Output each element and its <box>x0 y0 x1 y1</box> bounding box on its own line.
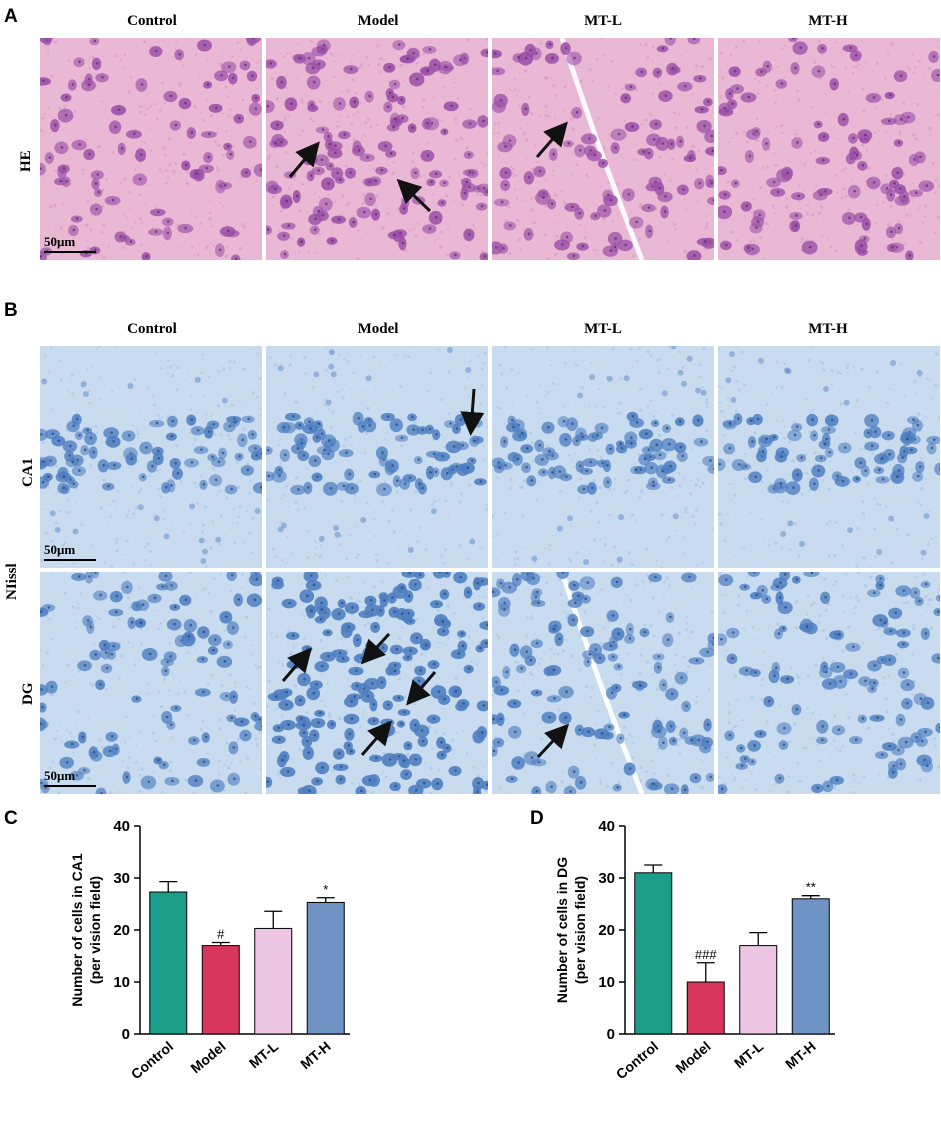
significance-label: ** <box>806 880 816 895</box>
y-axis-label: (per vision field) <box>572 876 588 984</box>
bar <box>686 981 725 1035</box>
arrow-icon <box>360 632 391 665</box>
y-tick-label: 0 <box>607 1026 615 1043</box>
nissl-ca1-image-model <box>266 346 488 568</box>
nissl-column-title-mtl: MT-L <box>584 321 622 337</box>
nissl-column-title-mth: MT-H <box>808 321 848 337</box>
nissl-dg-scale-bar: 50μm <box>44 768 104 788</box>
he-column-title-control: Control <box>127 13 177 29</box>
x-tick-label: MT-L <box>246 1038 282 1072</box>
he-image-control <box>40 38 262 260</box>
bar <box>739 945 778 1035</box>
arrow-icon <box>281 647 312 682</box>
nissl-ca1-image-control <box>40 346 262 568</box>
y-tick-label: 10 <box>598 974 615 991</box>
nissl-dg-image-control <box>40 572 262 794</box>
arrow-icon <box>536 723 570 759</box>
panel-letter-a: A <box>4 6 18 27</box>
nissl-dg-image-mth <box>718 572 940 794</box>
x-tick-label: Control <box>128 1038 176 1082</box>
bar <box>201 945 240 1035</box>
y-tick-label: 10 <box>113 974 130 991</box>
arrow-icon <box>406 671 437 706</box>
arrow-icon <box>535 121 568 158</box>
bar <box>306 901 345 1035</box>
panel-letter-b: B <box>4 300 18 321</box>
x-tick-label: MT-H <box>782 1038 818 1072</box>
nissl-ca1-scale-bar: 50μm <box>44 542 104 562</box>
he-column-title-mth: MT-H <box>808 13 848 29</box>
y-axis-label: (per vision field) <box>87 876 103 984</box>
he-column-title-mtl: MT-L <box>584 13 622 29</box>
he-image-mtl <box>492 38 714 260</box>
x-tick-label: MT-H <box>297 1038 333 1072</box>
arrow-icon <box>460 388 485 436</box>
bar <box>791 898 830 1035</box>
bar <box>254 927 293 1035</box>
y-tick-label: 40 <box>598 818 615 835</box>
bar-chart-dg: 0 10 20 30 40 Number of cells in DG (per visio… <box>545 812 865 1117</box>
bar-chart-ca1-svg: 0 10 20 30 40 Number of cells in CA1 (per visi… <box>69 818 350 1082</box>
bar <box>634 872 673 1035</box>
y-tick-label: 30 <box>113 870 130 887</box>
x-tick-label: Model <box>672 1038 713 1076</box>
arrow-icon <box>360 720 392 756</box>
panel-letter-d: D <box>530 808 544 829</box>
nissl-column-title-model: Model <box>357 321 399 337</box>
nissl-dg-image-mtl <box>492 572 714 794</box>
nissl-column-title-control: Control <box>127 321 177 337</box>
y-tick-label: 30 <box>598 870 615 887</box>
significance-label: * <box>323 882 328 897</box>
y-axis-label: Number of cells in CA1 <box>69 853 85 1006</box>
nissl-ca1-image-mth <box>718 346 940 568</box>
bar-chart-ca1: 0 10 20 30 40 Number of cells in CA1 (per visi… <box>60 812 380 1117</box>
x-tick-label: MT-L <box>731 1038 767 1072</box>
he-column-title-model: Model <box>357 13 399 29</box>
y-axis-label: Number of cells in DG <box>554 857 570 1003</box>
nissl-ca1-image-mtl <box>492 346 714 568</box>
significance-label: # <box>217 926 225 941</box>
significance-label: ### <box>695 947 717 962</box>
arrow-icon <box>288 141 320 178</box>
he-image-mth <box>718 38 940 260</box>
he-image-model <box>266 38 488 260</box>
panel-letter-c: C <box>4 808 18 829</box>
y-tick-label: 40 <box>113 818 130 835</box>
y-tick-label: 20 <box>113 922 130 939</box>
x-tick-label: Control <box>613 1038 661 1082</box>
bar <box>149 891 188 1035</box>
bar-chart-dg-svg: 0 10 20 30 40 Number of cells in DG (per visio… <box>554 818 835 1082</box>
he-scale-bar: 50μm <box>44 234 104 254</box>
x-tick-label: Model <box>187 1038 228 1076</box>
y-tick-label: 20 <box>598 922 615 939</box>
arrow-icon <box>396 178 432 213</box>
y-tick-label: 0 <box>122 1026 130 1043</box>
